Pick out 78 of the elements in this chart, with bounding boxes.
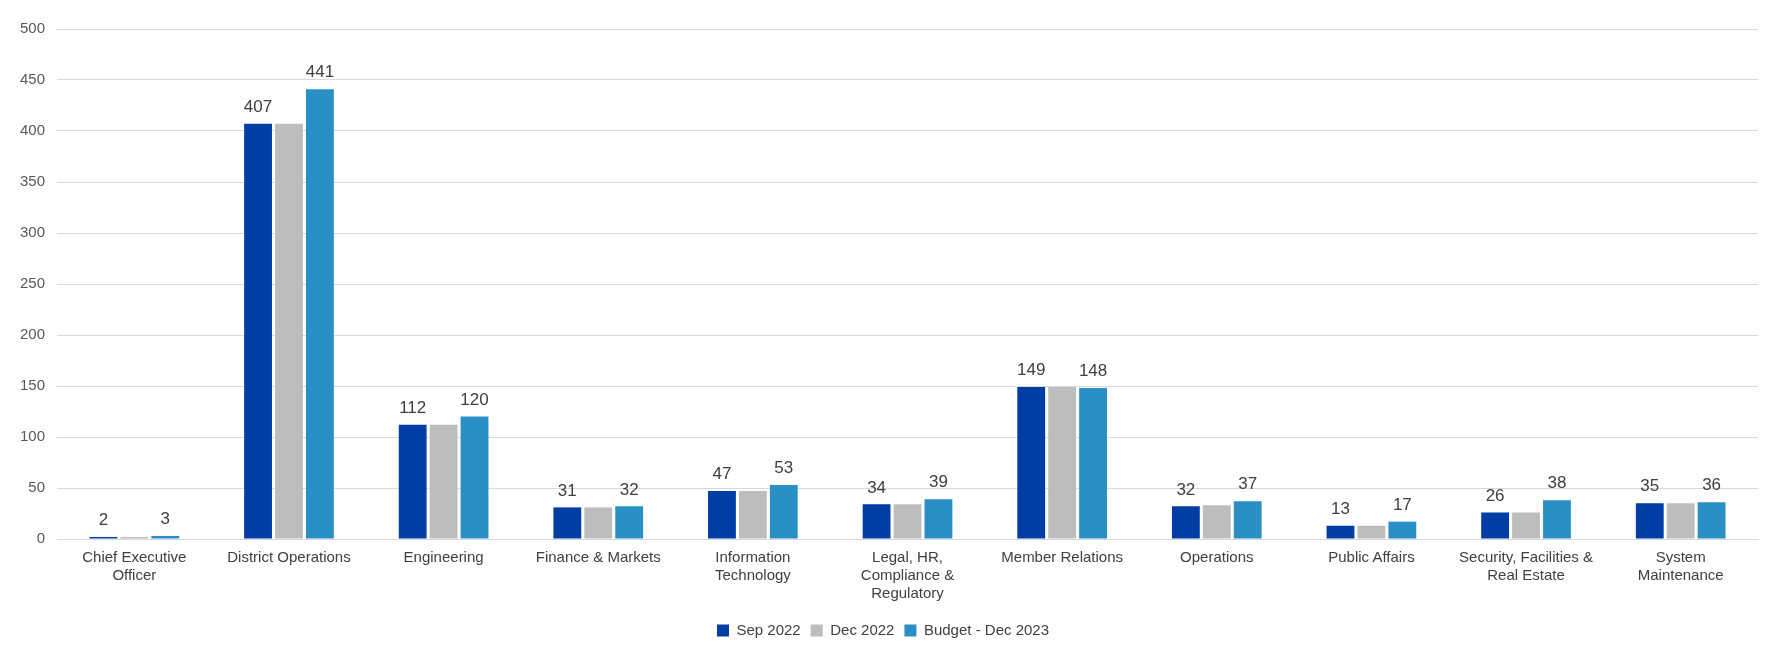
bar [708, 491, 736, 539]
bar [244, 123, 272, 539]
bar [1017, 387, 1046, 539]
x-tick-label: District Operations [227, 548, 351, 566]
y-tick-label: 250 [20, 274, 46, 292]
bar [1233, 501, 1262, 539]
bar [893, 504, 922, 539]
bar [1512, 512, 1540, 539]
y-tick-label: 200 [20, 325, 46, 343]
bar [1481, 512, 1510, 539]
data-label: 47 [712, 464, 732, 484]
bar [1666, 503, 1695, 539]
bar [460, 416, 489, 539]
data-label: 53 [774, 458, 794, 478]
x-tick-label: Information Technology [714, 548, 792, 584]
data-label: 407 [243, 97, 273, 117]
data-label: 112 [399, 397, 427, 417]
bar [1697, 502, 1726, 539]
legend-label: Sep 2022 [736, 620, 801, 638]
bar [1388, 521, 1417, 539]
bar [429, 424, 458, 539]
bar [769, 484, 798, 539]
bar [1048, 387, 1077, 539]
x-tick-label: Legal, HR, Compliance & Regulatory [860, 548, 955, 602]
bar [553, 507, 582, 539]
data-label: 31 [557, 480, 577, 500]
y-tick-label: 300 [20, 223, 46, 241]
bar [738, 491, 767, 539]
x-tick-label: Public Affairs [1328, 548, 1415, 566]
bar [305, 89, 334, 539]
legend-label: Dec 2022 [830, 620, 895, 638]
bar [924, 499, 953, 539]
data-label: 120 [460, 389, 489, 409]
y-tick-label: 150 [20, 376, 46, 394]
x-tick-label: Member Relations [1001, 548, 1124, 566]
bar [398, 424, 427, 539]
y-tick-label: 50 [28, 478, 46, 496]
data-label: 2 [98, 510, 109, 530]
data-label: 32 [619, 479, 639, 499]
data-label: 149 [1017, 360, 1046, 380]
data-label: 441 [305, 62, 335, 82]
bar [1202, 505, 1231, 539]
bar [862, 504, 891, 539]
data-label: 36 [1702, 475, 1722, 495]
y-tick-label: 500 [20, 19, 46, 37]
x-tick-label: System Maintenance [1637, 548, 1724, 584]
bar [151, 535, 180, 539]
y-tick-label: 400 [20, 121, 46, 139]
data-label: 26 [1485, 485, 1505, 505]
data-label: 34 [867, 477, 887, 497]
data-label: 35 [1640, 476, 1660, 496]
data-label: 32 [1176, 479, 1196, 499]
bar [584, 507, 613, 539]
bar [275, 123, 303, 539]
y-tick-label: 450 [20, 70, 46, 88]
y-tick-label: 0 [36, 529, 46, 547]
x-tick-label: Chief Executive Officer [82, 548, 187, 584]
data-label: 37 [1238, 474, 1258, 494]
data-label: 13 [1331, 498, 1350, 518]
data-label: 3 [160, 509, 170, 529]
data-label: 17 [1392, 494, 1412, 514]
legend-label: Budget - Dec 2023 [923, 620, 1050, 638]
data-label: 148 [1078, 361, 1108, 381]
x-tick-label: Security, Facilities & Real Estate [1459, 548, 1594, 584]
bar [1171, 506, 1200, 539]
bar [615, 506, 644, 539]
x-tick-label: Engineering [403, 548, 484, 566]
x-tick-label: Finance & Markets [535, 548, 661, 566]
bar [1079, 388, 1107, 539]
data-label: 39 [928, 472, 948, 492]
y-tick-label: 100 [20, 427, 46, 445]
x-tick-label: Operations [1180, 548, 1254, 566]
bar [1326, 525, 1355, 539]
data-label: 38 [1547, 473, 1567, 493]
bar [1543, 500, 1571, 539]
y-tick-label: 350 [20, 172, 46, 190]
bar [1635, 503, 1664, 539]
bar [1357, 525, 1386, 539]
